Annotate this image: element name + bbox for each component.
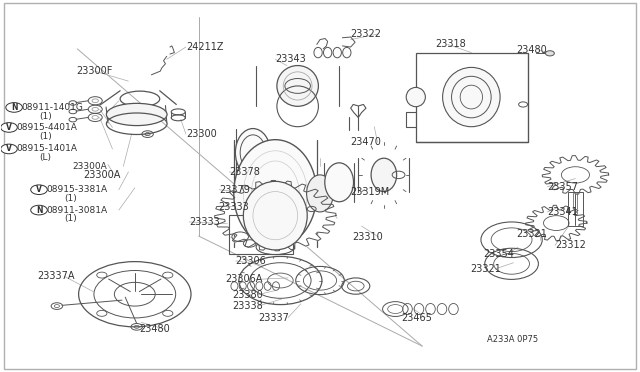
Circle shape: [31, 205, 47, 215]
Polygon shape: [525, 205, 587, 241]
Text: V: V: [36, 185, 42, 194]
Circle shape: [6, 103, 22, 112]
Text: 23337A: 23337A: [37, 272, 75, 282]
Text: 23318: 23318: [435, 39, 466, 49]
Ellipse shape: [406, 87, 426, 107]
Text: 23310: 23310: [352, 232, 383, 242]
Text: 23300A: 23300A: [72, 162, 107, 171]
Text: V: V: [6, 144, 12, 153]
Text: 23312: 23312: [555, 240, 586, 250]
Text: 23300F: 23300F: [76, 66, 113, 76]
Text: N: N: [11, 103, 17, 112]
Bar: [416, 52, 527, 141]
Text: 23306: 23306: [236, 256, 266, 266]
Bar: [568, 192, 583, 226]
Bar: [228, 215, 292, 254]
Text: 08915-4401A: 08915-4401A: [17, 123, 77, 132]
Text: 23480: 23480: [140, 324, 170, 334]
Ellipse shape: [243, 182, 307, 250]
Text: 23357: 23357: [547, 182, 579, 192]
Circle shape: [1, 123, 17, 132]
Text: 23378: 23378: [229, 167, 260, 177]
Text: 23480: 23480: [516, 45, 547, 55]
Text: A233A 0P75: A233A 0P75: [487, 335, 538, 344]
Text: 23470: 23470: [351, 137, 381, 147]
Text: 08911-1401G: 08911-1401G: [22, 103, 84, 112]
Polygon shape: [542, 155, 609, 194]
Ellipse shape: [236, 129, 271, 177]
Text: 23338: 23338: [232, 301, 262, 311]
Text: (1): (1): [39, 132, 52, 141]
Ellipse shape: [443, 67, 500, 127]
Text: 23322: 23322: [351, 29, 381, 39]
Text: 23465: 23465: [402, 312, 433, 323]
Text: 23321: 23321: [470, 264, 502, 274]
Text: 08911-3081A: 08911-3081A: [47, 206, 108, 215]
Circle shape: [545, 51, 554, 56]
Text: 23341: 23341: [547, 207, 578, 217]
Text: 08915-3381A: 08915-3381A: [47, 185, 108, 194]
Ellipse shape: [371, 158, 397, 192]
Text: (L): (L): [39, 153, 51, 162]
Text: N: N: [36, 206, 42, 215]
Text: 23300A: 23300A: [84, 170, 121, 180]
Text: 23319M: 23319M: [351, 187, 390, 196]
Ellipse shape: [324, 163, 353, 202]
Ellipse shape: [307, 175, 333, 212]
Ellipse shape: [277, 65, 319, 106]
Ellipse shape: [106, 103, 167, 126]
Text: (1): (1): [39, 112, 52, 121]
Text: 23379: 23379: [219, 185, 250, 195]
Circle shape: [31, 185, 47, 195]
Text: 23333: 23333: [189, 217, 220, 227]
Text: 23321: 23321: [516, 229, 548, 239]
Text: (1): (1): [65, 215, 77, 224]
Text: 23333: 23333: [218, 202, 248, 212]
Text: 23354: 23354: [483, 249, 515, 259]
Text: 23343: 23343: [275, 54, 306, 64]
Circle shape: [1, 144, 17, 154]
Ellipse shape: [234, 140, 317, 247]
Polygon shape: [214, 180, 336, 251]
Text: 23380: 23380: [232, 289, 262, 299]
Text: 08915-1401A: 08915-1401A: [17, 144, 77, 153]
Text: 23300: 23300: [186, 129, 217, 139]
Text: 24211Z: 24211Z: [186, 42, 223, 52]
Text: 23306A: 23306A: [225, 275, 263, 284]
Text: V: V: [6, 123, 12, 132]
Text: (1): (1): [65, 194, 77, 203]
Text: 23337: 23337: [258, 312, 289, 323]
